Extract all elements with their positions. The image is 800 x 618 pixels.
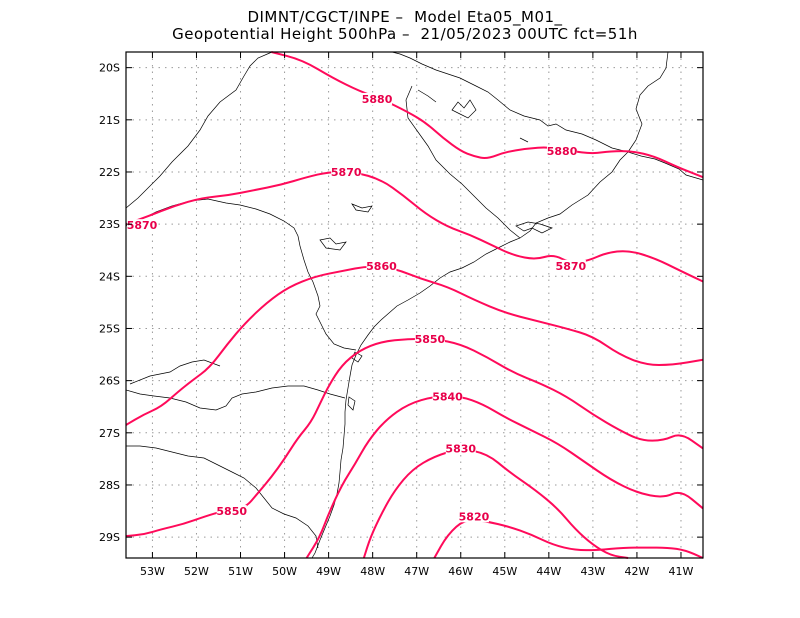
x-tick-label: 50W bbox=[272, 565, 297, 578]
contour-labels: 5880 5880 5870 5870 5870 5860 5850 5850 5840 5830… bbox=[127, 92, 587, 523]
y-tick-label: 27S bbox=[99, 427, 120, 440]
x-tick-label: 41W bbox=[669, 565, 694, 578]
x-tick-label: 52W bbox=[184, 565, 209, 578]
title-line-2: Geopotential Height 500hPa – 21/05/2023 … bbox=[172, 25, 638, 43]
contour-label-bg bbox=[216, 505, 247, 518]
y-tick-label: 20S bbox=[99, 62, 120, 75]
latitude-axis: 20S 21S 22S 23S 24S 25S 26S 27S 28S 29S bbox=[99, 62, 703, 544]
contour-label-bg bbox=[366, 259, 397, 272]
contour-label-bg bbox=[458, 510, 489, 523]
y-tick-label: 22S bbox=[99, 166, 120, 179]
contour-label-5830: 5830 bbox=[445, 442, 476, 455]
x-tick-label: 51W bbox=[228, 565, 253, 578]
contour-label-bg bbox=[432, 390, 463, 403]
contour-label-5870: 5870 bbox=[331, 166, 362, 179]
contour-label-bg bbox=[331, 165, 362, 178]
contour-label-bg bbox=[127, 219, 157, 232]
x-tick-label: 43W bbox=[580, 565, 605, 578]
y-tick-label: 28S bbox=[99, 479, 120, 492]
y-tick-label: 21S bbox=[99, 114, 120, 127]
x-tick-label: 46W bbox=[448, 565, 473, 578]
contour-label-5860: 5860 bbox=[366, 260, 397, 273]
geopotential-contours bbox=[125, 51, 704, 559]
y-tick-label: 25S bbox=[99, 322, 120, 335]
contour-label-5850: 5850 bbox=[216, 505, 247, 518]
contour-label-5820: 5820 bbox=[459, 510, 490, 523]
contour-5820 bbox=[433, 518, 704, 559]
x-tick-label: 42W bbox=[624, 565, 649, 578]
y-tick-label: 26S bbox=[99, 375, 120, 388]
contour-5860 bbox=[125, 265, 704, 426]
contour-label-5870: 5870 bbox=[127, 219, 158, 232]
longitude-axis: 53W 52W 51W 50W 49W 48W 47W 46W 45W 44W 43W 42W 41W bbox=[140, 52, 694, 578]
contour-label-bg bbox=[414, 332, 445, 345]
contour-label-5870: 5870 bbox=[556, 260, 587, 273]
y-tick-label: 23S bbox=[99, 218, 120, 231]
x-tick-label: 53W bbox=[140, 565, 165, 578]
x-tick-label: 45W bbox=[492, 565, 517, 578]
contour-label-bg bbox=[362, 92, 393, 105]
plot-frame bbox=[125, 51, 704, 559]
y-tick-label: 29S bbox=[99, 531, 120, 544]
x-tick-label: 47W bbox=[404, 565, 429, 578]
title-line-1: DIMNT/CGCT/INPE – Model Eta05_M01_ bbox=[247, 8, 563, 26]
contour-label-bg bbox=[547, 145, 578, 158]
x-tick-label: 48W bbox=[360, 565, 385, 578]
contour-5830 bbox=[362, 449, 629, 559]
contour-5870 bbox=[125, 170, 704, 283]
contour-label-5840: 5840 bbox=[432, 390, 463, 403]
y-tick-label: 24S bbox=[99, 270, 120, 283]
contour-label-5880: 5880 bbox=[547, 145, 578, 158]
contour-label-bg bbox=[445, 442, 476, 455]
x-tick-label: 44W bbox=[536, 565, 561, 578]
x-tick-label: 49W bbox=[316, 565, 341, 578]
contour-label-5880: 5880 bbox=[362, 93, 393, 106]
contour-5880 bbox=[271, 51, 704, 179]
contour-5850 bbox=[125, 337, 704, 538]
contour-label-5850: 5850 bbox=[415, 333, 446, 346]
contour-label-bg bbox=[555, 259, 586, 272]
